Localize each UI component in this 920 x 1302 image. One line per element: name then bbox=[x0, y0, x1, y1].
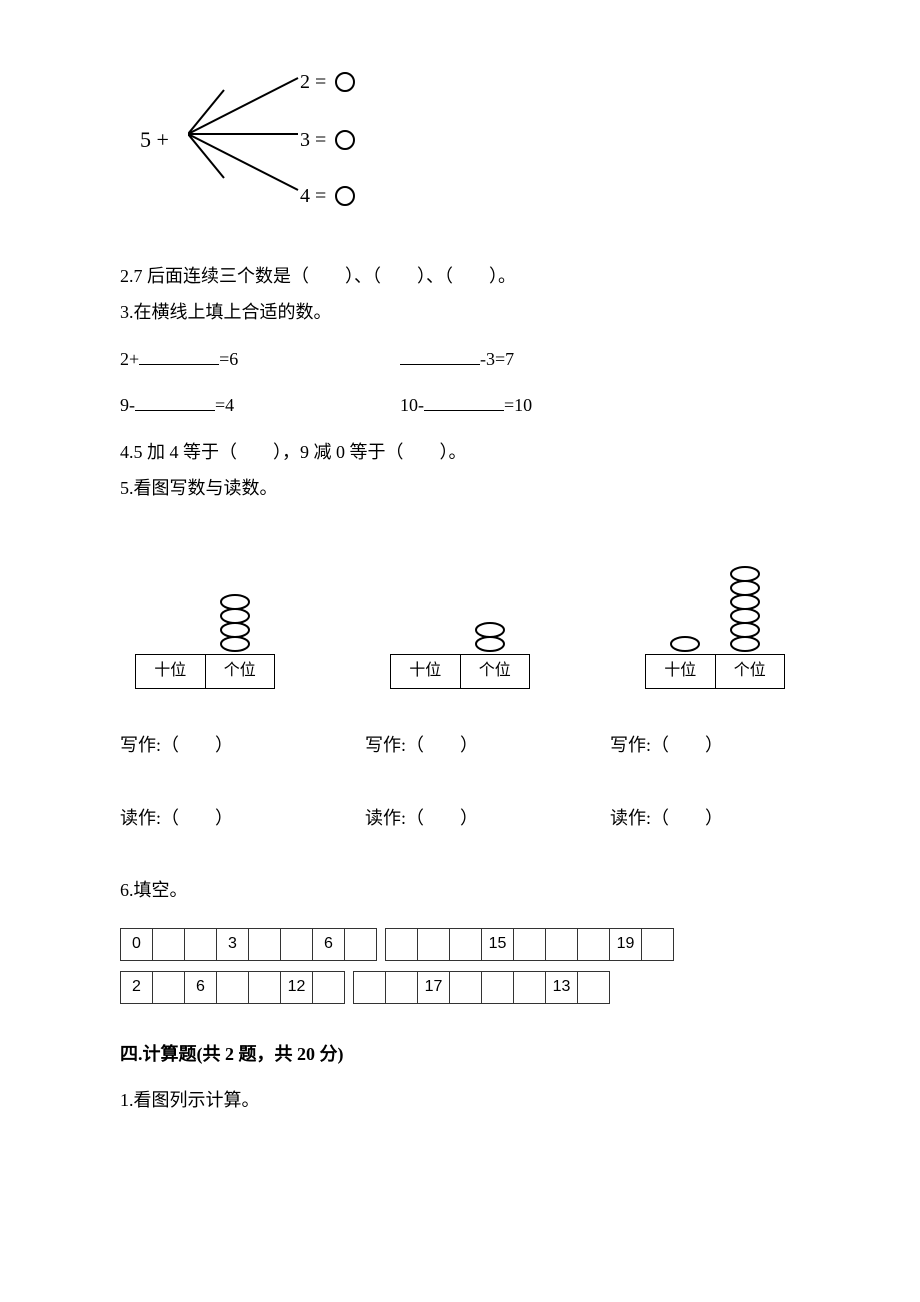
seq-cell-0-left-0: 0 bbox=[121, 929, 153, 961]
abacus-row: 十位个位十位个位十位个位 bbox=[120, 534, 800, 689]
branch-circle-0 bbox=[335, 72, 355, 92]
seq-cell-1-left-2: 6 bbox=[185, 972, 217, 1004]
seq-cell-0-right-5 bbox=[546, 929, 578, 961]
abacus-2-base: 十位个位 bbox=[645, 654, 785, 689]
q3-eq-1-left: 9-=4 bbox=[120, 389, 400, 421]
branch-circle-2 bbox=[335, 186, 355, 206]
q3-blank-1-left bbox=[135, 391, 215, 411]
seq-cell-0-left-6: 6 bbox=[313, 929, 345, 961]
seq-cell-1-right-0 bbox=[354, 972, 386, 1004]
q6-head: 6.填空。 bbox=[120, 874, 800, 906]
section-4-head: 四.计算题(共 2 题，共 20 分) bbox=[120, 1038, 800, 1070]
branch-leg-2: 4 = bbox=[300, 178, 355, 214]
seq-cell-1-left-1 bbox=[153, 972, 185, 1004]
branch-diagram: 5 + 2 = 3 = 4 = bbox=[140, 60, 360, 220]
q3-eq-0-left: 2+=6 bbox=[120, 343, 400, 375]
q3-blank-0-right bbox=[400, 345, 480, 365]
seq-cell-0-left-4 bbox=[249, 929, 281, 961]
branch-circle-1 bbox=[335, 130, 355, 150]
seq-cell-1-right-5 bbox=[514, 972, 546, 1004]
abacus-2-tens-label: 十位 bbox=[646, 655, 716, 688]
q3-eq-1-right: 10-=10 bbox=[400, 389, 680, 421]
read-2: 读作:（ ） bbox=[610, 802, 800, 834]
seq-cell-1-left-5: 12 bbox=[281, 972, 313, 1004]
write-2: 写作:（ ） bbox=[610, 729, 800, 761]
seq-table-1-left: 26 12 bbox=[120, 971, 345, 1004]
q3-blank-0-left bbox=[139, 345, 219, 365]
seq-cell-1-right-1 bbox=[386, 972, 418, 1004]
seq-cell-0-right-2 bbox=[450, 929, 482, 961]
q3-eq-0-right: -3=7 bbox=[400, 343, 680, 375]
write-0: 写作:（ ） bbox=[120, 729, 310, 761]
section-4-q1: 1.看图列示计算。 bbox=[120, 1084, 800, 1116]
branch-leg-1-label: 3 = bbox=[300, 129, 331, 151]
seq-cell-1-right-7 bbox=[578, 972, 610, 1004]
seq-cell-0-right-3: 15 bbox=[482, 929, 514, 961]
q4-text: 4.5 加 4 等于（ ），9 减 0 等于（ ）。 bbox=[120, 436, 800, 468]
seq-table-0-left: 0 3 6 bbox=[120, 928, 377, 961]
q3-blank-1-right bbox=[424, 391, 504, 411]
abacus-0-ones-label: 个位 bbox=[206, 655, 275, 688]
seq-cell-1-left-3 bbox=[217, 972, 249, 1004]
abacus-0-base: 十位个位 bbox=[135, 654, 275, 689]
write-row: 写作:（ ） 写作:（ ） 写作:（ ） bbox=[120, 729, 800, 761]
abacus-2-ones-label: 个位 bbox=[716, 655, 785, 688]
q3-head: 3.在横线上填上合适的数。 bbox=[120, 296, 800, 328]
seq-cell-0-left-2 bbox=[185, 929, 217, 961]
q3-equations: 2+=6-3=79-=410-=10 bbox=[120, 343, 800, 422]
read-1: 读作:（ ） bbox=[365, 802, 555, 834]
seq-cell-1-left-6 bbox=[313, 972, 345, 1004]
branch-leg-0-label: 2 = bbox=[300, 71, 331, 93]
seq-cell-0-right-7: 19 bbox=[610, 929, 642, 961]
write-1: 写作:（ ） bbox=[365, 729, 555, 761]
q5-head: 5.看图写数与读数。 bbox=[120, 472, 800, 504]
seq-cell-1-left-0: 2 bbox=[121, 972, 153, 1004]
seq-cell-1-right-3 bbox=[450, 972, 482, 1004]
seq-table-1-right: 1713 bbox=[353, 971, 610, 1004]
seq-cell-0-right-4 bbox=[514, 929, 546, 961]
abacus-1-tens-label: 十位 bbox=[391, 655, 461, 688]
branch-lines bbox=[188, 60, 308, 220]
seq-cell-0-right-0 bbox=[386, 929, 418, 961]
abacus-1: 十位个位 bbox=[375, 534, 545, 689]
read-row: 读作:（ ） 读作:（ ） 读作:（ ） bbox=[120, 802, 800, 834]
seq-cell-1-right-2: 17 bbox=[418, 972, 450, 1004]
q2-text: 2.7 后面连续三个数是（ ）、（ ）、（ ）。 bbox=[120, 260, 800, 292]
seq-cell-0-right-6 bbox=[578, 929, 610, 961]
branch-leg-2-label: 4 = bbox=[300, 185, 331, 207]
abacus-1-ones-label: 个位 bbox=[461, 655, 530, 688]
abacus-0-tens-label: 十位 bbox=[136, 655, 206, 688]
seq-table-0-right: 1519 bbox=[385, 928, 674, 961]
abacus-2: 十位个位 bbox=[630, 534, 800, 689]
branch-root: 5 + bbox=[140, 120, 169, 160]
seq-cell-1-right-6: 13 bbox=[546, 972, 578, 1004]
read-0: 读作:（ ） bbox=[120, 802, 310, 834]
seq-cell-0-left-7 bbox=[345, 929, 377, 961]
seq-cell-1-left-4 bbox=[249, 972, 281, 1004]
seq-cell-0-right-1 bbox=[418, 929, 450, 961]
branch-leg-1: 3 = bbox=[300, 122, 355, 158]
seq-cell-1-right-4 bbox=[482, 972, 514, 1004]
q6-tables: 036151926121713 bbox=[120, 924, 800, 1008]
seq-cell-0-left-3: 3 bbox=[217, 929, 249, 961]
abacus-1-base: 十位个位 bbox=[390, 654, 530, 689]
seq-cell-0-left-5 bbox=[281, 929, 313, 961]
seq-cell-0-right-8 bbox=[642, 929, 674, 961]
branch-leg-0: 2 = bbox=[300, 64, 355, 100]
abacus-0: 十位个位 bbox=[120, 534, 290, 689]
seq-cell-0-left-1 bbox=[153, 929, 185, 961]
